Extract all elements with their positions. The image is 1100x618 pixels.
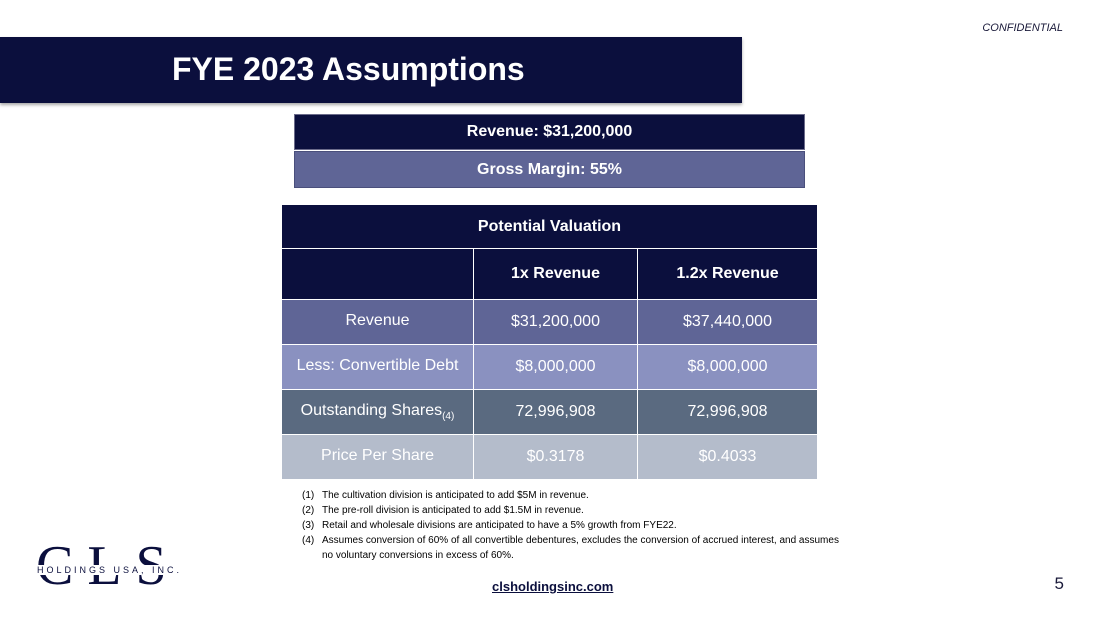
footnote-ref: (4) (442, 411, 455, 423)
row-value-1x: $0.3178 (473, 434, 638, 480)
confidential-label: CONFIDENTIAL (982, 22, 1063, 34)
column-header-empty (281, 248, 474, 300)
website-link[interactable]: clsholdingsinc.com (492, 579, 614, 594)
row-label: Revenue (281, 299, 474, 345)
table-row: Less: Convertible Debt $8,000,000 $8,000… (281, 344, 818, 390)
table-heading-row: Potential Valuation (281, 204, 818, 249)
column-header-1-2x: 1.2x Revenue (637, 248, 818, 300)
footnotes: (1) The cultivation division is anticipat… (302, 488, 842, 563)
company-logo: CLS HOLDINGS USA, INC. (36, 538, 184, 600)
footnote: (1) The cultivation division is anticipat… (302, 490, 589, 501)
row-value-1-2x: 72,996,908 (637, 389, 818, 435)
valuation-table: Potential Valuation 1x Revenue 1.2x Reve… (281, 204, 818, 480)
row-value-1-2x: $8,000,000 (637, 344, 818, 390)
title-bar: FYE 2023 Assumptions (0, 37, 742, 103)
row-value-1x: $8,000,000 (473, 344, 638, 390)
table-row: Revenue $31,200,000 $37,440,000 (281, 299, 818, 345)
revenue-summary: Revenue: $31,200,000 (294, 114, 805, 150)
row-value-1-2x: $37,440,000 (637, 299, 818, 345)
row-value-1x: 72,996,908 (473, 389, 638, 435)
footnote: (3) Retail and wholesale divisions are an… (302, 520, 677, 531)
footnote: (4) Assumes conversion of 60% of all conv… (302, 535, 839, 561)
gross-margin-summary: Gross Margin: 55% (294, 151, 805, 188)
table-row: Price Per Share $0.3178 $0.4033 (281, 434, 818, 480)
row-label: Price Per Share (281, 434, 474, 480)
table-header-row: 1x Revenue 1.2x Revenue (281, 248, 818, 300)
table-heading: Potential Valuation (281, 204, 818, 249)
footnote: (2) The pre-roll division is anticipated … (302, 505, 584, 516)
page-title: FYE 2023 Assumptions (172, 51, 525, 87)
logo-tagline: HOLDINGS USA, INC. (36, 565, 184, 575)
table-row: Outstanding Shares(4) 72,996,908 72,996,… (281, 389, 818, 435)
page-number: 5 (1054, 574, 1064, 593)
row-label: Outstanding Shares(4) (281, 389, 474, 435)
row-label: Less: Convertible Debt (281, 344, 474, 390)
row-value-1x: $31,200,000 (473, 299, 638, 345)
row-value-1-2x: $0.4033 (637, 434, 818, 480)
column-header-1x: 1x Revenue (473, 248, 638, 300)
